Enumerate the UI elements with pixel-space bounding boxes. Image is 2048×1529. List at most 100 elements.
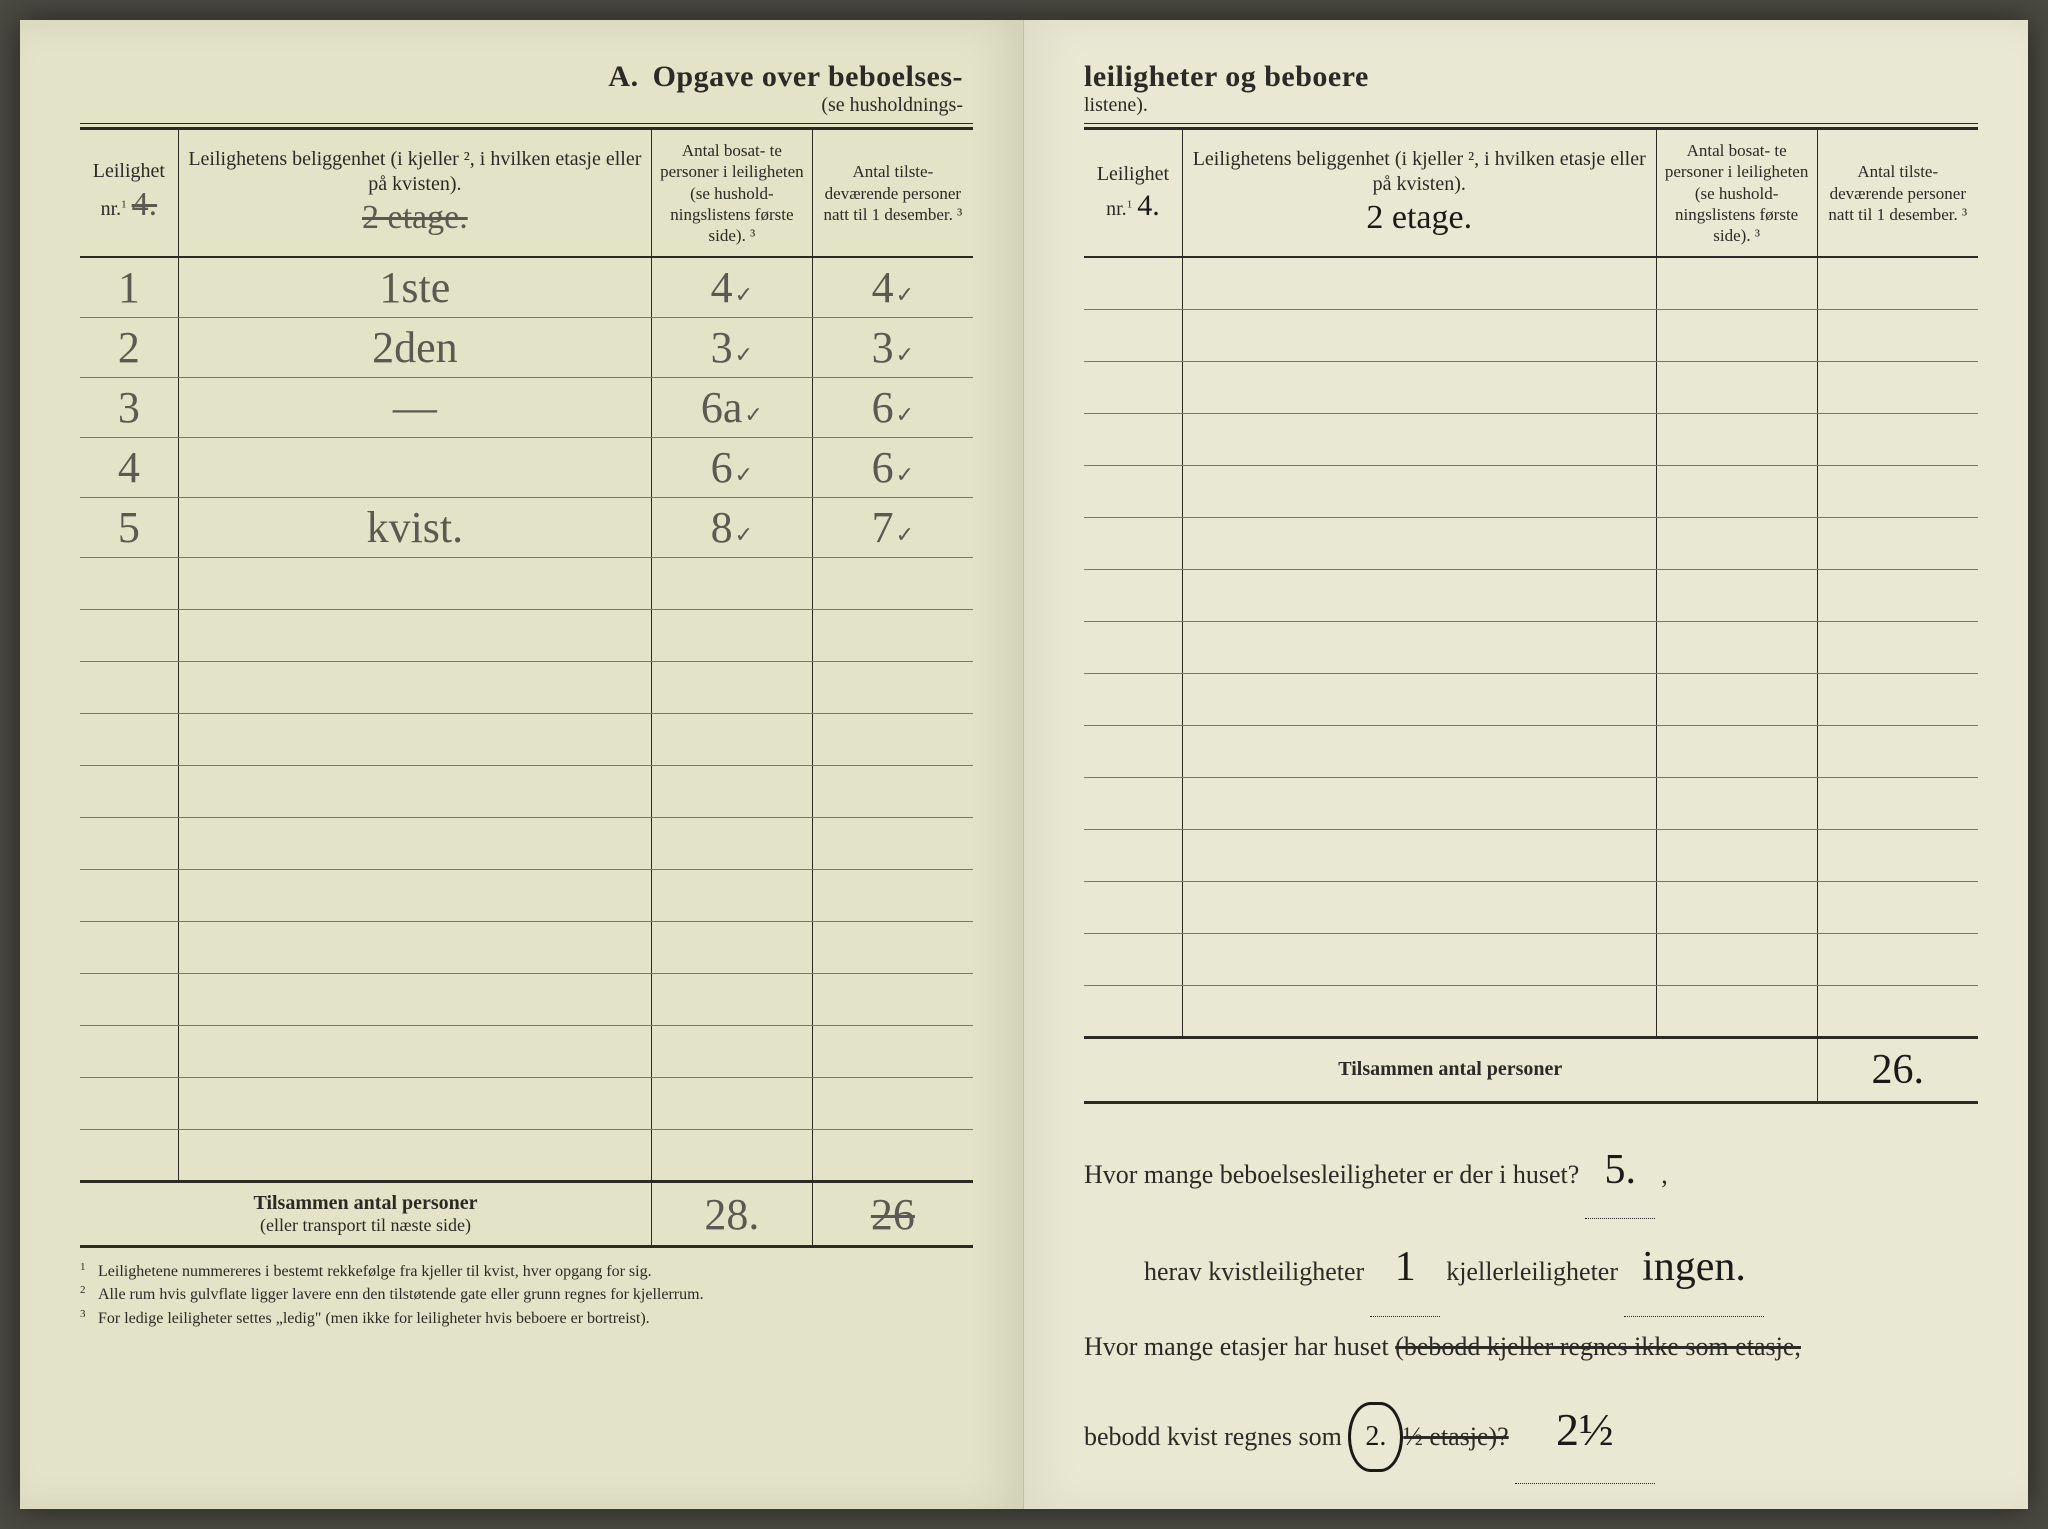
q2b-val: ingen. — [1624, 1219, 1764, 1317]
nr-label: Leilighet — [93, 160, 165, 182]
table-row-blank — [80, 714, 973, 766]
left-table: Leilighet nr.1 4. Leilighetens beliggenh… — [80, 130, 973, 1248]
q3b-text: bebodd kvist regnes som — [1084, 1407, 1342, 1467]
cell-loc: — — [178, 378, 651, 438]
total-val-right: 26. — [1817, 1037, 1978, 1102]
table-row-blank — [1084, 673, 1978, 725]
cell-a: 6 — [652, 438, 813, 498]
q1-val: 5. — [1585, 1122, 1655, 1220]
q1: Hvor mange beboelsesleiligheter er der i… — [1084, 1122, 1978, 1220]
loc-hand-left: 2 etage. — [362, 199, 468, 236]
total-row-left: Tilsammen antal personer (eller transpor… — [80, 1182, 973, 1247]
cell-loc — [178, 438, 651, 498]
total-b-val: 26 — [871, 1190, 915, 1239]
total-val-r: 26. — [1872, 1047, 1925, 1093]
cell-loc: 1ste — [178, 257, 651, 318]
cell-b: 7 — [812, 498, 973, 558]
loc-hand-right: 2 etage. — [1366, 199, 1472, 236]
q3a-text: Hvor mange etasjer har huset — [1084, 1317, 1389, 1377]
table-row: 3—6a6 — [80, 378, 973, 438]
table-row-blank — [80, 870, 973, 922]
table-row-blank — [1084, 413, 1978, 465]
nr-foot: 1 — [121, 199, 127, 211]
nr-label2-r: nr. — [1106, 198, 1127, 220]
col-b-header: Antal tilste- deværende personer natt ti… — [812, 130, 973, 257]
cell-a: 8 — [652, 498, 813, 558]
col-nr-header: Leilighet nr.1 4. — [80, 130, 178, 257]
cell-b: 3 — [812, 318, 973, 378]
cell-b: 6 — [812, 438, 973, 498]
table-row-blank — [80, 662, 973, 714]
footnote: 2Alle rum hvis gulvflate ligger lavere e… — [80, 1283, 973, 1306]
table-row-blank — [1084, 257, 1978, 309]
table-row-blank — [1084, 777, 1978, 829]
document-spread: A. Opgave over beboelses- (se husholdnin… — [20, 20, 2028, 1509]
table-row: 5kvist.87 — [80, 498, 973, 558]
footnote: 3For ledige leiligheter settes „ledig" (… — [80, 1307, 973, 1330]
cell-b: 6 — [812, 378, 973, 438]
q2a-val: 1 — [1370, 1219, 1440, 1317]
q2b-text: kjellerleiligheter — [1446, 1242, 1618, 1302]
col-loc-header-r: Leilighetens beliggenhet (i kjeller ², i… — [1182, 130, 1656, 257]
q3-val: 2½ — [1515, 1377, 1655, 1484]
q3-crossed2: ½ etasje)? — [1403, 1407, 1508, 1467]
right-page: leiligheter og beboere listene). Leiligh… — [1024, 20, 2028, 1509]
total-label-right: Tilsammen antal personer — [1084, 1037, 1817, 1102]
footnote-num: 1 — [80, 1260, 98, 1283]
nr-foot-r: 1 — [1127, 198, 1133, 210]
q1-text: Hvor mange beboelsesleiligheter er der i… — [1084, 1145, 1579, 1205]
header-row: Leilighet nr.1 4. Leilighetens beliggenh… — [80, 130, 973, 257]
footnote-num: 2 — [80, 1283, 98, 1306]
table-row-blank — [1084, 465, 1978, 517]
title-main-left: Opgave over beboelses- — [653, 60, 963, 94]
subtitle-right: listene). — [1084, 94, 1148, 117]
cell-a: 3 — [652, 318, 813, 378]
footnote-text: For ledige leiligheter settes „ledig" (m… — [98, 1307, 650, 1330]
title-row-left: A. Opgave over beboelses- — [80, 60, 973, 94]
table-row-blank — [80, 766, 973, 818]
q2: herav kvistleiligheter 1 kjellerleilighe… — [1084, 1219, 1978, 1317]
cell-nr: 3 — [80, 378, 178, 438]
nr-hand-r: 4. — [1137, 189, 1160, 222]
subtitle-row-left: (se husholdnings- — [80, 94, 973, 117]
questions: Hvor mange beboelsesleiligheter er der i… — [1084, 1122, 1978, 1484]
q3-crossed: (bebodd kjeller regnes ikke som etasje, — [1395, 1317, 1801, 1377]
table-row-blank — [1084, 517, 1978, 569]
nr-hand: 4. — [132, 186, 158, 223]
table-row-blank — [80, 1130, 973, 1182]
table-row-blank — [1084, 309, 1978, 361]
table-row-blank — [80, 974, 973, 1026]
table-row-blank — [80, 610, 973, 662]
cell-nr: 5 — [80, 498, 178, 558]
q3b: bebodd kvist regnes som 2. ½ etasje)? 2½ — [1084, 1377, 1978, 1484]
table-row-blank — [1084, 569, 1978, 621]
total-label-left: Tilsammen antal personer (eller transpor… — [80, 1182, 652, 1247]
rule-thin — [80, 123, 973, 124]
cell-a: 6a — [652, 378, 813, 438]
table-row-blank — [1084, 725, 1978, 777]
table-row-blank — [80, 922, 973, 974]
table-row-blank — [1084, 933, 1978, 985]
col-b-header-r: Antal tilste- deværende personer natt ti… — [1817, 130, 1978, 257]
table-row-blank — [1084, 881, 1978, 933]
subtitle-left: (se husholdnings- — [821, 94, 963, 117]
header-row-r: Leilighet nr.1 4. Leilighetens beliggenh… — [1084, 130, 1978, 257]
footnote: 1Leilighetene nummereres i bestemt rekke… — [80, 1260, 973, 1283]
rule-thin-r — [1084, 123, 1978, 124]
total-label-text: Tilsammen antal personer — [253, 1192, 477, 1214]
total-b: 26 — [812, 1182, 973, 1247]
q2a-text: herav kvistleiligheter — [1144, 1242, 1364, 1302]
title-row-right: leiligheter og beboere — [1084, 60, 1978, 94]
title-letter: A. — [608, 60, 638, 94]
col-loc-header: Leilighetens beliggenhet (i kjeller ², i… — [178, 130, 651, 257]
nr-label2: nr. — [101, 198, 122, 220]
table-row-blank — [80, 558, 973, 610]
footnotes: 1Leilighetene nummereres i bestemt rekke… — [80, 1260, 973, 1330]
q3a: Hvor mange etasjer har huset (bebodd kje… — [1084, 1317, 1978, 1377]
cell-nr: 4 — [80, 438, 178, 498]
subtitle-row-right: listene). — [1084, 94, 1978, 117]
table-row-blank — [80, 1026, 973, 1078]
total-a: 28. — [652, 1182, 813, 1247]
cell-nr: 2 — [80, 318, 178, 378]
table-row: 11ste44 — [80, 257, 973, 318]
